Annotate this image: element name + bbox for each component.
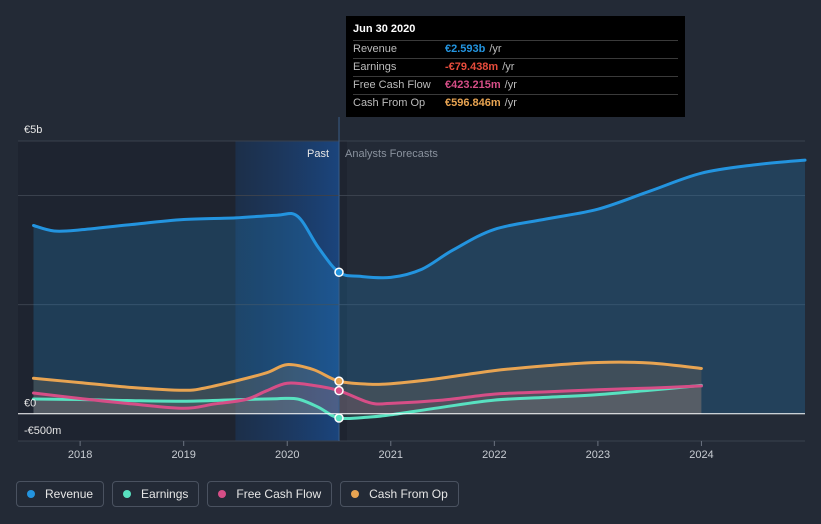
highlight-band bbox=[235, 141, 340, 441]
gridlines bbox=[18, 140, 805, 442]
revenue-line bbox=[32, 158, 807, 280]
tooltip-row-label: Cash From Op bbox=[353, 97, 426, 109]
x-tick-label: 2018 bbox=[68, 449, 92, 461]
y-tick-label: €5b bbox=[24, 124, 42, 136]
revenue-marker bbox=[334, 267, 344, 278]
past-label: Past bbox=[307, 148, 329, 160]
legend-dot-icon bbox=[218, 490, 227, 498]
free-cash-flow-line bbox=[32, 381, 703, 410]
tooltip-row-unit: /yr bbox=[504, 79, 517, 91]
tooltip-row-value: €2.593b bbox=[445, 43, 486, 55]
x-tick-label: 2020 bbox=[275, 449, 299, 461]
legend-dot-icon bbox=[351, 490, 360, 498]
free-cash-flow-area bbox=[33, 382, 702, 414]
tooltip-date: Jun 30 2020 bbox=[353, 23, 416, 35]
legend-item-earnings[interactable]: Earnings bbox=[112, 481, 200, 507]
tooltip-row-unit: /yr bbox=[489, 43, 502, 55]
x-tick-label: 2022 bbox=[482, 449, 506, 461]
legend-dot-icon bbox=[27, 490, 35, 498]
tooltip-row-unit: /yr bbox=[504, 97, 517, 109]
x-tick-label: 2019 bbox=[171, 449, 195, 461]
legend-item-free-cash-flow[interactable]: Free Cash Flow bbox=[207, 481, 333, 507]
tooltip-row-label: Revenue bbox=[353, 43, 398, 55]
revenue-area bbox=[33, 160, 805, 414]
legend: Revenue Earnings Free Cash Flow Cash From O… bbox=[16, 481, 459, 507]
earnings-marker bbox=[334, 413, 344, 423]
cash-from-op-marker bbox=[334, 376, 344, 386]
tooltip-row-label: Free Cash Flow bbox=[353, 79, 431, 91]
legend-dot-icon bbox=[123, 490, 132, 498]
tooltip: Jun 30 2020 Revenue €2.593b/yr Earnings -€7… bbox=[346, 16, 685, 117]
axis-labels: 2018 2019 2020 2021 2022 2023 2024 €5b €0 -€500m bbox=[24, 124, 714, 461]
x-tick-label: 2024 bbox=[689, 449, 713, 461]
legend-label: Revenue bbox=[45, 487, 94, 501]
tooltip-row-value: -€79.438m bbox=[445, 61, 499, 73]
legend-label: Free Cash Flow bbox=[236, 487, 322, 501]
earnings-area bbox=[33, 385, 702, 419]
legend-item-revenue[interactable]: Revenue bbox=[16, 481, 105, 507]
tooltip-row: Revenue €2.593b/yr bbox=[353, 40, 678, 58]
tooltip-row: Free Cash Flow €423.215m/yr bbox=[353, 76, 678, 94]
legend-label: Earnings bbox=[141, 487, 189, 501]
free-cash-flow-marker bbox=[334, 385, 344, 396]
forecast-label: Analysts Forecasts bbox=[345, 148, 438, 160]
tooltip-row-unit: /yr bbox=[502, 61, 515, 73]
cash-from-op-line bbox=[32, 360, 703, 392]
hover-markers bbox=[334, 267, 344, 423]
tooltip-row-value: €423.215m bbox=[445, 79, 501, 91]
legend-label: Cash From Op bbox=[369, 487, 448, 501]
x-tick-label: 2023 bbox=[586, 449, 610, 461]
tooltip-row: Cash From Op €596.846m/yr bbox=[353, 94, 678, 112]
tooltip-row: Earnings -€79.438m/yr bbox=[353, 58, 678, 76]
tooltip-row-label: Earnings bbox=[353, 61, 397, 73]
x-tick-label: 2021 bbox=[379, 449, 403, 461]
y-tick-label: -€500m bbox=[24, 425, 61, 437]
y-tick-label: €0 bbox=[24, 398, 36, 410]
tooltip-row-value: €596.846m bbox=[445, 97, 501, 109]
legend-item-cash-from-op[interactable]: Cash From Op bbox=[340, 481, 459, 507]
